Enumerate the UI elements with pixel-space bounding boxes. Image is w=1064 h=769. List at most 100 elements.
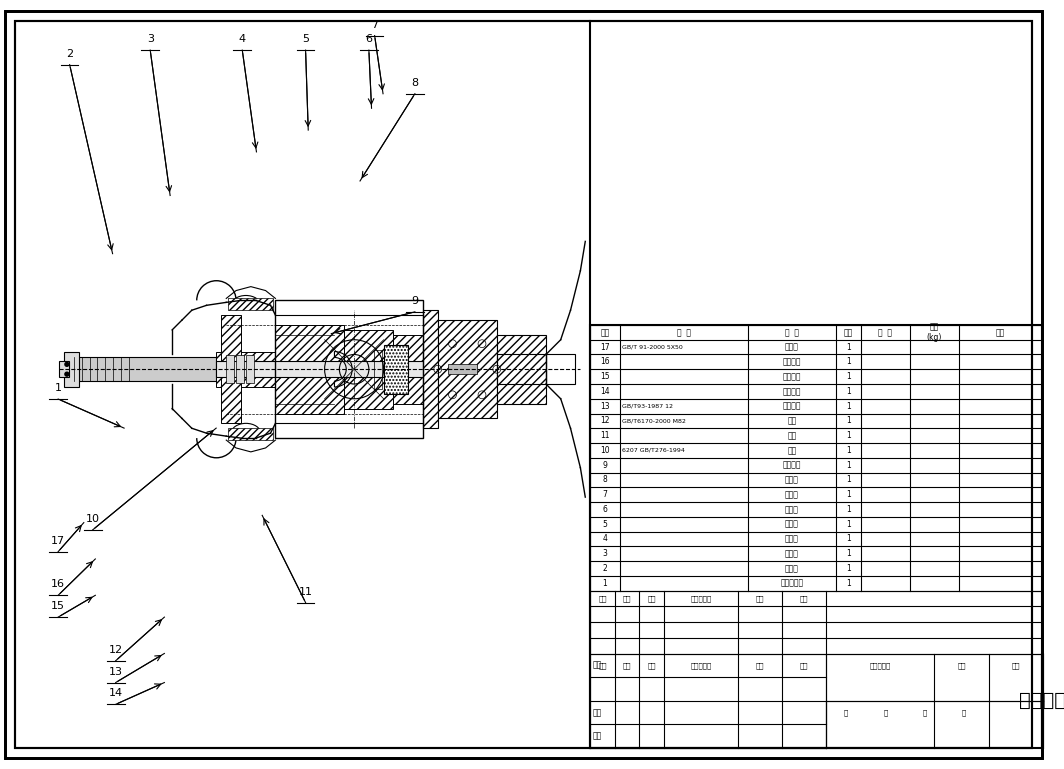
Text: 16: 16 [600, 358, 610, 366]
Bar [591, 325, 1042, 748]
Bar [216, 351, 276, 387]
Text: 1: 1 [846, 358, 851, 366]
Text: 3: 3 [602, 549, 608, 558]
Text: 11: 11 [600, 431, 610, 440]
Text: 16: 16 [51, 579, 65, 589]
Text: 分区: 分区 [647, 595, 655, 602]
Text: 长管轴: 长管轴 [785, 490, 799, 499]
Circle shape [65, 362, 69, 366]
Bar [228, 428, 273, 440]
Text: 重量: 重量 [958, 662, 966, 668]
Text: 9: 9 [602, 461, 608, 470]
Text: 轴头螺母: 轴头螺母 [783, 358, 801, 366]
Bar [345, 330, 394, 408]
Text: GB/T93-1987 12: GB/T93-1987 12 [621, 404, 672, 408]
Text: 13: 13 [600, 401, 610, 411]
Text: 5: 5 [602, 520, 608, 528]
Text: 圆螺母: 圆螺母 [785, 475, 799, 484]
Text: 9: 9 [412, 296, 418, 306]
Text: 1: 1 [846, 534, 851, 544]
Text: 签名: 签名 [755, 595, 764, 602]
Text: 6: 6 [602, 505, 608, 514]
Text: 页: 页 [962, 709, 966, 716]
Text: 材  料: 材 料 [878, 328, 893, 337]
Text: 标记: 标记 [598, 595, 606, 602]
Text: 备注: 备注 [996, 328, 1005, 337]
Text: 数量: 数量 [844, 328, 853, 337]
Text: 7: 7 [371, 20, 378, 30]
Text: 1: 1 [846, 505, 851, 514]
Text: 1: 1 [846, 343, 851, 351]
Text: 工艺: 工艺 [593, 731, 601, 741]
Text: 8: 8 [412, 78, 418, 88]
Text: 审核: 审核 [593, 708, 601, 717]
Text: 长细花键轴: 长细花键轴 [780, 579, 803, 588]
Text: 螺母: 螺母 [787, 416, 797, 425]
Bar [423, 310, 437, 428]
Text: 上速变圈: 上速变圈 [783, 461, 801, 470]
Text: 1: 1 [846, 475, 851, 484]
Text: 第: 第 [922, 709, 927, 716]
Text: 弹簧垫片: 弹簧垫片 [783, 401, 801, 411]
Text: 签名: 签名 [755, 662, 764, 668]
Text: 设计: 设计 [593, 661, 601, 670]
Text: 序号: 序号 [600, 328, 610, 337]
Bar [384, 345, 409, 394]
Text: 1: 1 [846, 387, 851, 396]
Text: 轮辋螺栓: 轮辋螺栓 [783, 387, 801, 396]
Text: 1: 1 [846, 446, 851, 455]
Text: 12: 12 [109, 645, 122, 655]
Circle shape [65, 372, 69, 376]
Text: 3: 3 [147, 34, 153, 44]
Text: 共: 共 [844, 709, 848, 716]
Text: 1: 1 [846, 401, 851, 411]
Text: 1: 1 [846, 372, 851, 381]
Text: 制动盘: 制动盘 [785, 520, 799, 528]
Text: 轴承: 轴承 [787, 446, 797, 455]
Text: 1: 1 [846, 416, 851, 425]
Text: 8: 8 [602, 475, 608, 484]
Text: 后轮毂: 后轮毂 [785, 564, 799, 573]
Text: 2: 2 [602, 564, 608, 573]
Text: 5: 5 [302, 34, 309, 44]
Text: 1: 1 [846, 549, 851, 558]
Bar [236, 355, 244, 383]
Text: 标准化标记: 标准化标记 [869, 662, 891, 668]
Text: 1: 1 [846, 461, 851, 470]
Bar [59, 361, 69, 377]
Text: 小螺圈: 小螺圈 [785, 549, 799, 558]
Text: 名  称: 名 称 [785, 328, 799, 337]
Text: 车轮总体: 车轮总体 [1018, 691, 1064, 711]
Text: 1: 1 [602, 579, 608, 588]
Text: 7: 7 [602, 490, 608, 499]
Bar [64, 351, 79, 387]
Text: 1: 1 [54, 383, 62, 393]
Text: 标记: 标记 [598, 662, 606, 668]
Text: 14: 14 [600, 387, 610, 396]
Text: 6: 6 [365, 34, 372, 44]
Text: GB/T6170-2000 M82: GB/T6170-2000 M82 [621, 418, 685, 424]
Text: 管母: 管母 [787, 431, 797, 440]
Text: 12: 12 [600, 416, 610, 425]
Text: 更改文件名: 更改文件名 [691, 662, 712, 668]
Bar [437, 320, 497, 418]
Bar [497, 355, 576, 384]
Text: 分区: 分区 [647, 662, 655, 668]
Text: 1: 1 [846, 579, 851, 588]
Text: 代  号: 代 号 [677, 328, 691, 337]
Text: 10: 10 [600, 446, 610, 455]
Bar [373, 350, 382, 389]
Text: 11: 11 [299, 587, 313, 597]
Text: 1: 1 [846, 431, 851, 440]
Bar [394, 335, 433, 404]
Text: 1: 1 [846, 564, 851, 573]
Bar [216, 361, 433, 377]
Bar [276, 301, 423, 438]
Text: 年月: 年月 [800, 595, 809, 602]
Text: 1: 1 [846, 490, 851, 499]
Text: 质量
(kg): 质量 (kg) [927, 323, 943, 342]
Text: 页: 页 [883, 709, 887, 716]
Text: 4: 4 [238, 34, 246, 44]
Text: 6207 GB/T276-1994: 6207 GB/T276-1994 [621, 448, 684, 453]
Bar [448, 365, 477, 375]
